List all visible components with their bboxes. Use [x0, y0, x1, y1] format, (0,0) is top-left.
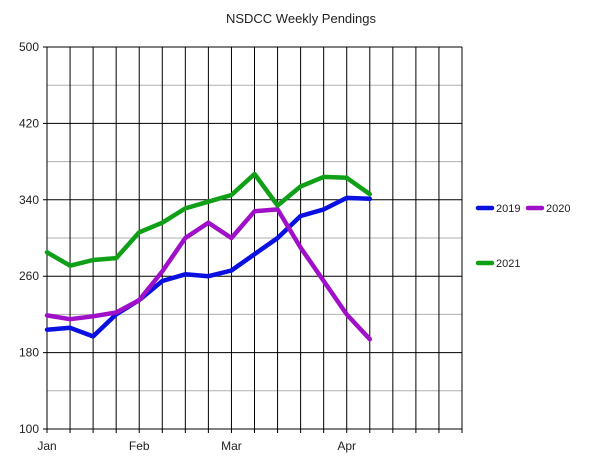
series-line-2020: [44, 207, 373, 342]
axis-labels: 100 180 260 340 420 500 Jan Feb Mar Apr: [19, 40, 356, 453]
chart-title: NSDCC Weekly Pendings: [226, 11, 377, 26]
y-tick-label: 340: [19, 193, 39, 207]
y-tick-label: 260: [19, 269, 39, 283]
y-tick-label: 180: [19, 346, 39, 360]
legend-label-2020: 2020: [546, 203, 570, 215]
grid: [43, 46, 463, 433]
series-line-2019: [44, 195, 373, 339]
y-tick-label: 420: [19, 116, 39, 130]
x-tick-label: Mar: [221, 439, 242, 453]
legend-label-2019: 2019: [496, 203, 520, 215]
y-tick-label: 500: [19, 40, 39, 54]
series-lines: [44, 171, 373, 342]
y-tick-label: 100: [19, 422, 39, 436]
x-tick-label: Feb: [129, 439, 150, 453]
legend-label-2021: 2021: [496, 258, 520, 270]
legend: 2019 2020 2021: [475, 203, 570, 270]
series-line-2021: [44, 171, 373, 268]
x-tick-label: Jan: [37, 439, 56, 453]
x-tick-label: Apr: [337, 439, 356, 453]
